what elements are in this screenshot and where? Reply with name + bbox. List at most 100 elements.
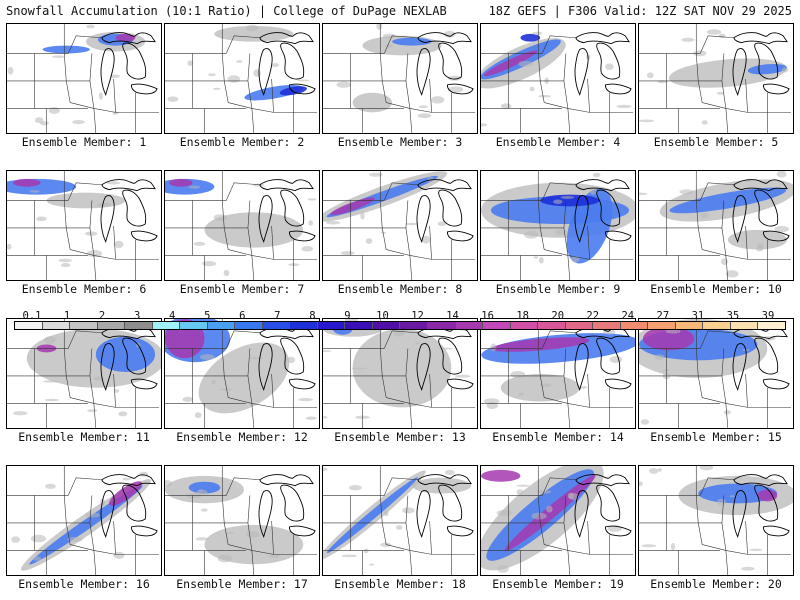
snowfall-speckle <box>87 409 98 412</box>
snowfall-map <box>481 171 635 280</box>
snowfall-area <box>392 37 432 46</box>
ensemble-member-map <box>322 170 478 281</box>
snowfall-speckle <box>716 91 725 95</box>
snowfall-area <box>330 197 375 216</box>
snowfall-map <box>7 319 161 428</box>
great-lakes-outline <box>416 32 474 96</box>
snowfall-speckle <box>531 512 547 520</box>
state-borders <box>7 319 160 428</box>
snowfall-area <box>757 489 778 502</box>
snowfall-speckle <box>641 544 657 548</box>
snowfall-speckle <box>657 468 662 472</box>
legend-tick-label: 2 <box>98 310 106 322</box>
legend-swatch <box>758 322 785 329</box>
ensemble-member-map <box>480 23 636 134</box>
snowfall-speckle <box>365 238 373 244</box>
snowfall-speckle <box>43 380 59 383</box>
snowfall-speckle <box>336 81 352 88</box>
snowfall-speckle <box>195 537 209 541</box>
snowfall-speckle <box>249 357 264 360</box>
legend-swatch <box>180 322 208 329</box>
snowfall-speckle <box>448 86 464 93</box>
legend-swatch <box>538 322 566 329</box>
snowfall-map <box>639 24 792 133</box>
ensemble-member-map <box>322 318 478 429</box>
snowfall-speckle <box>679 189 694 195</box>
great-lakes-outline <box>574 179 632 243</box>
snowfall-speckle <box>616 104 632 109</box>
ensemble-member-label: Ensemble Member: 14 <box>492 430 624 444</box>
snowfall-speckle <box>208 73 216 77</box>
snowfall-speckle <box>67 536 83 543</box>
legend-swatch <box>15 322 43 329</box>
snowfall-speckle <box>380 542 392 547</box>
snowfall-map <box>481 24 634 133</box>
great-lakes-outline <box>732 474 790 538</box>
legend-swatch <box>565 322 594 329</box>
snowfall-speckle <box>516 489 524 496</box>
legend-tick-label: 0.1 <box>22 310 42 322</box>
snowfall-speckle <box>348 485 362 491</box>
great-lakes-outline <box>258 474 316 538</box>
snowfall-speckle <box>340 251 355 256</box>
great-lakes-outline <box>732 179 790 243</box>
snowfall-speckle <box>39 121 50 126</box>
snowfall-speckle <box>639 481 643 487</box>
snowfall-speckle <box>45 483 56 489</box>
snowfall-area <box>42 45 90 54</box>
snowfall-speckle <box>496 509 513 516</box>
snowfall-map <box>481 319 635 428</box>
legend-swatch <box>427 322 456 329</box>
snowfall-speckle <box>245 530 260 538</box>
ensemble-member-map <box>322 23 478 134</box>
snowfall-area <box>326 477 418 554</box>
ensemble-member-map <box>480 170 636 281</box>
snowfall-speckle <box>639 192 648 196</box>
ensemble-member-map <box>164 318 320 429</box>
state-borders <box>481 466 634 575</box>
great-lakes-outline <box>732 32 790 96</box>
snowfall-speckle <box>60 262 71 268</box>
ensemble-member-map <box>6 23 162 134</box>
great-lakes-outline <box>416 474 474 538</box>
snowfall-speckle <box>194 412 202 419</box>
ensemble-member-label: Ensemble Member: 10 <box>650 282 782 296</box>
snowfall-speckle <box>537 94 551 98</box>
great-lakes-outline <box>574 327 632 391</box>
snowfall-speckle <box>122 477 131 481</box>
map-title: Snowfall Accumulation (10:1 Ratio) | Col… <box>6 4 447 18</box>
snowfall-speckle <box>86 250 103 258</box>
snowfall-speckle <box>518 60 533 67</box>
state-borders <box>639 319 792 428</box>
legend-swatch <box>648 322 676 329</box>
snowfall-speckle <box>219 388 233 391</box>
snowfall-speckle <box>341 554 357 558</box>
snowfall-map <box>639 171 793 280</box>
snowfall-speckle <box>538 257 544 264</box>
snowfall-speckle <box>188 185 201 189</box>
ensemble-member-label: Ensemble Member: 8 <box>337 282 463 296</box>
legend-swatch <box>400 322 428 329</box>
great-lakes-outline <box>258 327 316 391</box>
state-borders <box>165 319 318 428</box>
great-lakes-outline <box>100 32 158 96</box>
snowfall-speckle <box>30 534 47 543</box>
snowfall-speckle <box>605 63 614 71</box>
snowfall-speckle <box>72 119 85 125</box>
legend-swatch <box>262 322 291 329</box>
legend-swatch <box>703 322 731 329</box>
snowfall-speckle <box>524 230 539 239</box>
snowfall-speckle <box>396 525 403 530</box>
state-borders <box>7 171 160 280</box>
legend-tick-label: 24 <box>621 310 635 322</box>
snowfall-speckle <box>701 120 708 125</box>
snowfall-speckle <box>32 556 42 561</box>
great-lakes-outline <box>732 327 790 391</box>
state-borders <box>481 319 634 428</box>
snowfall-speckle <box>48 107 60 114</box>
snowfall-map <box>323 171 476 280</box>
snowfall-speckle <box>490 343 497 352</box>
snowfall-speckle <box>11 536 21 543</box>
legend-tick-label: 3 <box>133 310 141 322</box>
snowfall-speckle <box>447 75 462 81</box>
